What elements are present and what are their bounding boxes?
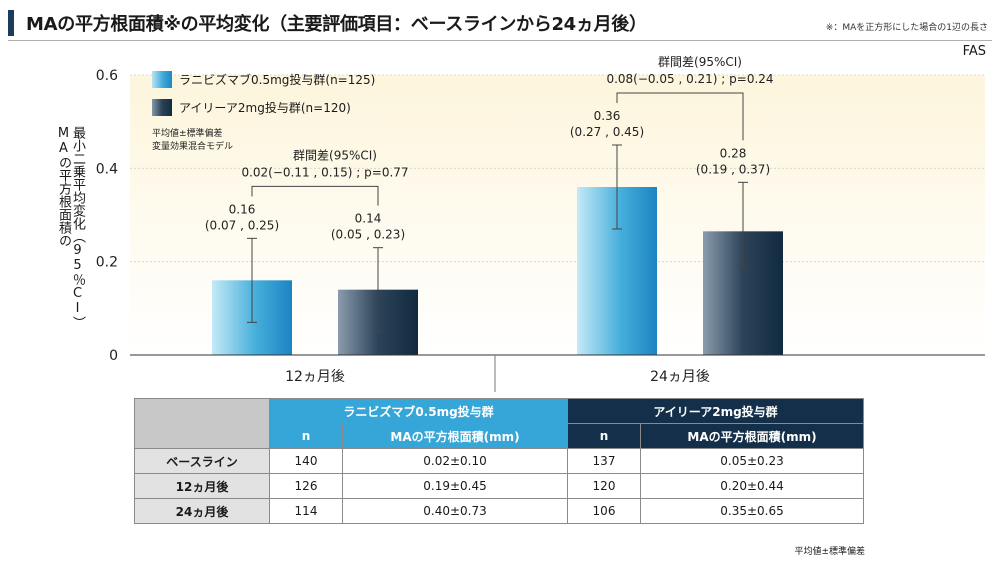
table-cell: 0.40±0.73 [342, 498, 568, 524]
y-tick-label: 0 [109, 348, 118, 364]
bar-chart: 0 0.2 0.4 0.6 0.16 (0.07 , 0.25) 0.36 (0.27 , … [96, 55, 985, 392]
title-bar: MAの平方根面積※の平均変化（主要評価項目：ベースラインから24ヵ月後） ※：M… [8, 8, 992, 41]
comparison-title: 群間差(95%CI) [293, 148, 377, 162]
data-labels: 0.16 (0.07 , 0.25) 0.36 (0.27 , 0.45) 0.14 (0… [205, 109, 770, 242]
legend-swatch-ranibizumab [152, 70, 172, 88]
data-label-ci: (0.19 , 0.37) [696, 162, 770, 176]
legend-swatch-eylea [152, 98, 172, 116]
table-cell: 137 [567, 448, 641, 474]
table-cell: 114 [269, 498, 343, 524]
legend-note-stat: 平均値±標準偏差 [152, 129, 223, 139]
table-row-label: 24ヵ月後 [134, 498, 270, 524]
comparison-brackets: 群間差(95%CI) 0.02(−0.11 , 0.15) ; p=0.77 群間差… [241, 55, 774, 206]
table-cell: 126 [269, 473, 343, 499]
comparison-bracket [616, 92, 744, 141]
comparison-value: 0.02(−0.11 , 0.15) ; p=0.77 [241, 165, 408, 179]
data-label-ci: (0.27 , 0.45) [570, 125, 644, 139]
y-tick-label: 0.6 [96, 68, 118, 84]
legend: ラニビズマブ0.5mg投与群(n=125) アイリーア2mg投与群(n=120) [152, 70, 375, 126]
legend-note-model: 変量効果混合モデル [152, 142, 234, 152]
table-col-n-b: n [567, 423, 641, 449]
table-cell: 0.02±0.10 [342, 448, 568, 474]
page-title: MAの平方根面積※の平均変化（主要評価項目：ベースラインから24ヵ月後） [26, 14, 647, 35]
x-category-label: 12ヵ月後 [285, 369, 345, 385]
x-category-label: 24ヵ月後 [650, 369, 710, 385]
data-label-value: 0.16 [229, 202, 256, 216]
y-axis-label: 最小二乗平均変化（95％CI） MAの平方根面積の [56, 126, 85, 329]
table-row-label: ベースライン [134, 448, 270, 474]
legend-note: 平均値±標準偏差 変量効果混合モデル [152, 128, 233, 154]
title-footnote: ※：MAを正方形にした場合の1辺の長さ [825, 23, 988, 33]
legend-label-ranibizumab: ラニビズマブ0.5mg投与群(n=125) [179, 72, 376, 87]
table-row: 12ヵ月後 126 0.19±0.45 120 0.20±0.44 [134, 473, 864, 499]
y-axis-ticks: 0 0.2 0.4 0.6 [96, 68, 118, 364]
table-row: ベースライン 140 0.02±0.10 137 0.05±0.23 [134, 448, 864, 474]
title-accent [8, 10, 14, 36]
table-col-n-a: n [269, 423, 343, 449]
summary-table: ラニビズマブ0.5mg投与群 アイリーア2mg投与群 n MAの平方根面積(mm… [134, 398, 864, 524]
y-tick-label: 0.2 [96, 255, 118, 271]
table-cell: 140 [269, 448, 343, 474]
table-header-eylea: アイリーア2mg投与群 [567, 398, 864, 424]
table-header-ranibizumab: ラニビズマブ0.5mg投与群 [269, 398, 568, 424]
legend-item-eylea: アイリーア2mg投与群(n=120) [152, 98, 375, 116]
table-corner [134, 398, 270, 449]
analysis-set-label: FAS [962, 44, 986, 59]
y-tick-label: 0.4 [96, 161, 118, 177]
table-cell: 106 [567, 498, 641, 524]
comparison-title: 群間差(95%CI) [658, 55, 742, 69]
table-col-ma-a: MAの平方根面積(mm) [342, 423, 568, 449]
gridlines [130, 74, 985, 263]
data-label-value: 0.14 [355, 212, 382, 226]
table-cell: 0.20±0.44 [640, 473, 864, 499]
table-row-label: 12ヵ月後 [134, 473, 270, 499]
x-axis-categories: 12ヵ月後 24ヵ月後 [285, 369, 710, 385]
table-col-ma-b: MAの平方根面積(mm) [640, 423, 864, 449]
error-bars [247, 144, 748, 333]
legend-item-ranibizumab: ラニビズマブ0.5mg投与群(n=125) [152, 70, 375, 88]
table-cell: 0.35±0.65 [640, 498, 864, 524]
table-cell: 0.19±0.45 [342, 473, 568, 499]
table-cell: 0.05±0.23 [640, 448, 864, 474]
data-label-value: 0.36 [594, 109, 621, 123]
title-divider [8, 40, 992, 41]
data-label-ci: (0.05 , 0.23) [331, 228, 405, 242]
table-row: 24ヵ月後 114 0.40±0.73 106 0.35±0.65 [134, 498, 864, 524]
comparison-bracket [251, 185, 379, 206]
comparison-value: 0.08(−0.05 , 0.21) ; p=0.24 [606, 72, 773, 86]
data-label-value: 0.28 [720, 146, 747, 160]
table-cell: 120 [567, 473, 641, 499]
table-footnote: 平均値±標準偏差 [794, 547, 865, 557]
data-label-ci: (0.07 , 0.25) [205, 218, 279, 232]
legend-label-eylea: アイリーア2mg投与群(n=120) [179, 100, 351, 115]
